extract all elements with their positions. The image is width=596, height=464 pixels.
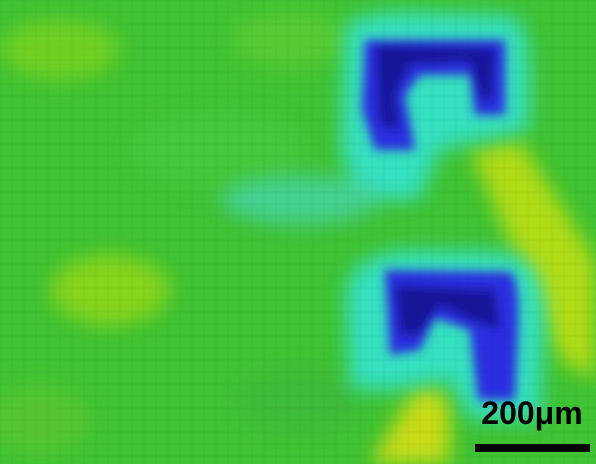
- scale-bar: [475, 444, 590, 452]
- micrograph: 200μm: [0, 0, 596, 464]
- scale-bar-label: 200μm: [481, 395, 582, 431]
- page: 200μm (() => { const data = JSON.parse(d…: [0, 0, 596, 464]
